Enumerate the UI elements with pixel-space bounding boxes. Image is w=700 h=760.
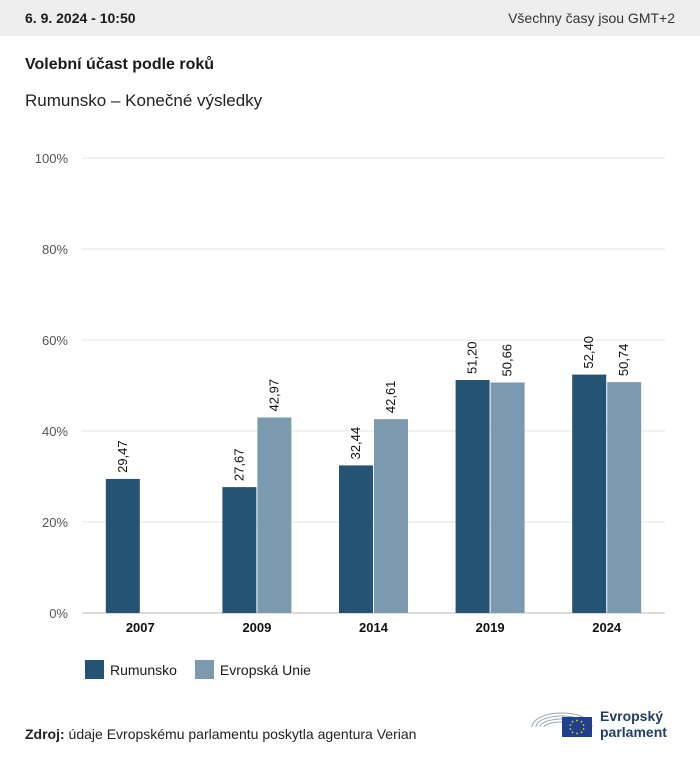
bar [339,465,373,613]
bar [455,380,490,613]
bar [105,478,140,613]
y-tick-label: 60% [42,333,68,348]
legend-label-romania: Rumunsko [110,661,177,678]
x-tick-label: 2009 [242,620,271,635]
parliament-emblem-icon [531,712,593,737]
data-label: 27,67 [231,449,246,482]
chart-subtitle: Rumunsko – Konečné výsledky [25,91,263,110]
legend-item-romania[interactable]: Rumunsko [85,660,177,679]
data-label: 51,20 [465,341,480,374]
source-note: Zdroj: údaje Evropskému parlamentu posky… [25,726,416,742]
data-label: 42,61 [383,381,398,414]
y-tick-label: 40% [42,424,68,439]
y-tick-label: 20% [42,515,68,530]
x-tick-label: 2014 [359,620,389,635]
x-tick-label: 2019 [476,620,505,635]
timezone-note: Všechny časy jsou GMT+2 [508,10,675,26]
source-prefix: Zdroj: [25,726,65,742]
data-label: 42,97 [266,379,281,412]
x-tick-label: 2007 [126,620,155,635]
bar [490,382,525,613]
bar [222,487,257,613]
legend: Rumunsko Evropská Unie [85,660,329,679]
data-label: 32,44 [348,427,363,460]
y-tick-label: 100% [35,151,69,166]
source-text: údaje Evropskému parlamentu poskytla age… [68,726,417,742]
bar [572,374,607,613]
bar [374,419,408,613]
bar [257,417,292,613]
legend-label-eu: Evropská Unie [219,661,311,678]
chart-title: Volební účast podle roků [25,56,215,73]
bar [607,382,642,613]
top-bar: 6. 9. 2024 - 10:50 Všechny časy jsou GMT… [0,0,700,36]
y-tick-label: 0% [49,606,68,621]
data-label: 50,66 [500,344,515,377]
legend-swatch-eu [194,660,214,679]
logo-text: Evropský parlament [600,708,667,740]
european-parliament-logo: Evropský parlament [528,703,678,743]
bar-chart: 0% 20% 40% 60% 80% 100% 29,47 2007 27,67 42,97 200… [35,151,665,635]
logo-line1: Evropský [600,708,664,724]
data-label: 50,74 [616,344,631,377]
datetime: 6. 9. 2024 - 10:50 [25,10,136,26]
logo-line2: parlament [600,724,667,740]
legend-item-eu[interactable]: Evropská Unie [194,660,311,679]
legend-swatch-romania [85,660,104,679]
data-label: 52,40 [581,336,596,369]
x-tick-label: 2024 [592,620,622,635]
data-label: 29,47 [115,440,130,473]
y-tick-label: 80% [42,242,68,257]
